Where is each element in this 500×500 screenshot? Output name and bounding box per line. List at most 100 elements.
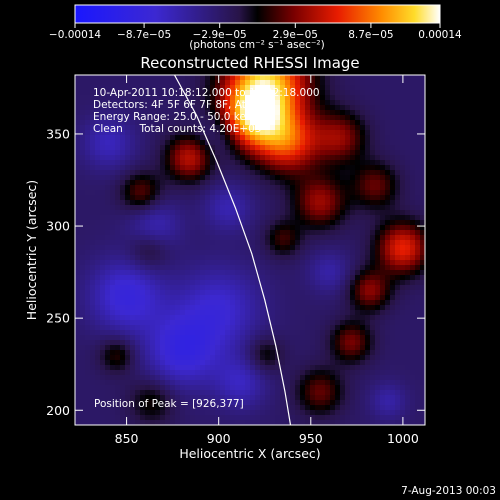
heatmap-cell: [285, 85, 291, 91]
heatmap-cell: [395, 90, 401, 96]
heatmap-cell: [230, 160, 236, 166]
heatmap-cell: [300, 250, 306, 256]
heatmap-cell: [295, 335, 301, 341]
heatmap-cell: [170, 150, 176, 156]
heatmap-cell: [345, 265, 351, 271]
heatmap-cell: [415, 350, 421, 356]
heatmap-cell: [280, 285, 286, 291]
heatmap-cell: [100, 320, 106, 326]
heatmap-cell: [320, 235, 326, 241]
heatmap-cell: [280, 290, 286, 296]
heatmap-cell: [105, 185, 111, 191]
heatmap-cell: [110, 135, 116, 141]
heatmap-cell: [260, 245, 266, 251]
heatmap-cell: [260, 130, 266, 136]
heatmap-cell: [140, 320, 146, 326]
heatmap-cell: [315, 355, 321, 361]
heatmap-cell: [200, 420, 206, 425]
heatmap-cell: [200, 250, 206, 256]
heatmap-cell: [230, 105, 236, 111]
heatmap-cell: [300, 255, 306, 261]
heatmap-cell: [250, 105, 256, 111]
heatmap-cell: [315, 240, 321, 246]
heatmap-cell: [165, 130, 171, 136]
heatmap-cell: [420, 275, 425, 281]
heatmap-cell: [170, 275, 176, 281]
heatmap-cell: [330, 160, 336, 166]
heatmap-cell: [140, 330, 146, 336]
heatmap-cell: [95, 180, 101, 186]
heatmap-cell: [90, 135, 96, 141]
heatmap-cell: [100, 195, 106, 201]
heatmap-cell: [180, 220, 186, 226]
heatmap-cell: [210, 140, 216, 146]
heatmap-cell: [345, 370, 351, 376]
heatmap-cell: [235, 155, 241, 161]
heatmap-cell: [110, 375, 116, 381]
heatmap-cell: [270, 195, 276, 201]
heatmap-cell: [315, 200, 321, 206]
heatmap-cell: [220, 205, 226, 211]
heatmap-cell: [80, 125, 86, 131]
heatmap-cell: [145, 105, 151, 111]
heatmap-cell: [235, 245, 241, 251]
heatmap-cell: [90, 335, 96, 341]
heatmap-cell: [295, 235, 301, 241]
heatmap-cell: [215, 180, 221, 186]
heatmap-cell: [135, 400, 141, 406]
heatmap-cell: [105, 335, 111, 341]
heatmap-cell: [90, 100, 96, 106]
heatmap-cell: [110, 330, 116, 336]
heatmap-cell: [315, 145, 321, 151]
heatmap-cell: [205, 355, 211, 361]
heatmap-cell: [250, 210, 256, 216]
heatmap-cell: [95, 260, 101, 266]
heatmap-cell: [225, 420, 231, 425]
heatmap-cell: [260, 325, 266, 331]
heatmap-cell: [260, 170, 266, 176]
heatmap-cell: [315, 205, 321, 211]
heatmap-cell: [190, 290, 196, 296]
heatmap-cell: [245, 205, 251, 211]
heatmap-cell: [105, 355, 111, 361]
heatmap-cell: [150, 255, 156, 261]
heatmap-cell: [420, 115, 425, 121]
heatmap-cell: [220, 165, 226, 171]
heatmap-cell: [340, 110, 346, 116]
heatmap-cell: [95, 175, 101, 181]
heatmap-cell: [405, 140, 411, 146]
heatmap-cell: [320, 280, 326, 286]
heatmap-cell: [410, 410, 416, 416]
heatmap-cell: [415, 240, 421, 246]
heatmap-cell: [290, 245, 296, 251]
heatmap-cell: [420, 75, 425, 81]
heatmap-cell: [360, 100, 366, 106]
heatmap-cell: [370, 270, 376, 276]
heatmap-cell: [320, 165, 326, 171]
heatmap-cell: [300, 185, 306, 191]
heatmap-cell: [170, 405, 176, 411]
heatmap-cell: [120, 420, 126, 425]
heatmap-cell: [405, 380, 411, 386]
heatmap-cell: [135, 80, 141, 86]
heatmap-cell: [350, 295, 356, 301]
heatmap-cell: [180, 85, 186, 91]
heatmap-cell: [120, 180, 126, 186]
heatmap-cell: [110, 360, 116, 366]
heatmap-cell: [175, 250, 181, 256]
heatmap-cell: [165, 180, 171, 186]
heatmap-cell: [105, 260, 111, 266]
heatmap-cell: [420, 205, 425, 211]
heatmap-cell: [230, 120, 236, 126]
heatmap-cell: [385, 175, 391, 181]
heatmap-cell: [275, 85, 281, 91]
heatmap-cell: [280, 115, 286, 121]
heatmap-cell: [185, 315, 191, 321]
heatmap-cell: [290, 130, 296, 136]
heatmap-cell: [170, 240, 176, 246]
heatmap-cell: [115, 130, 121, 136]
heatmap-cell: [360, 165, 366, 171]
heatmap-cell: [195, 140, 201, 146]
heatmap-cell: [230, 310, 236, 316]
heatmap-cell: [250, 345, 256, 351]
